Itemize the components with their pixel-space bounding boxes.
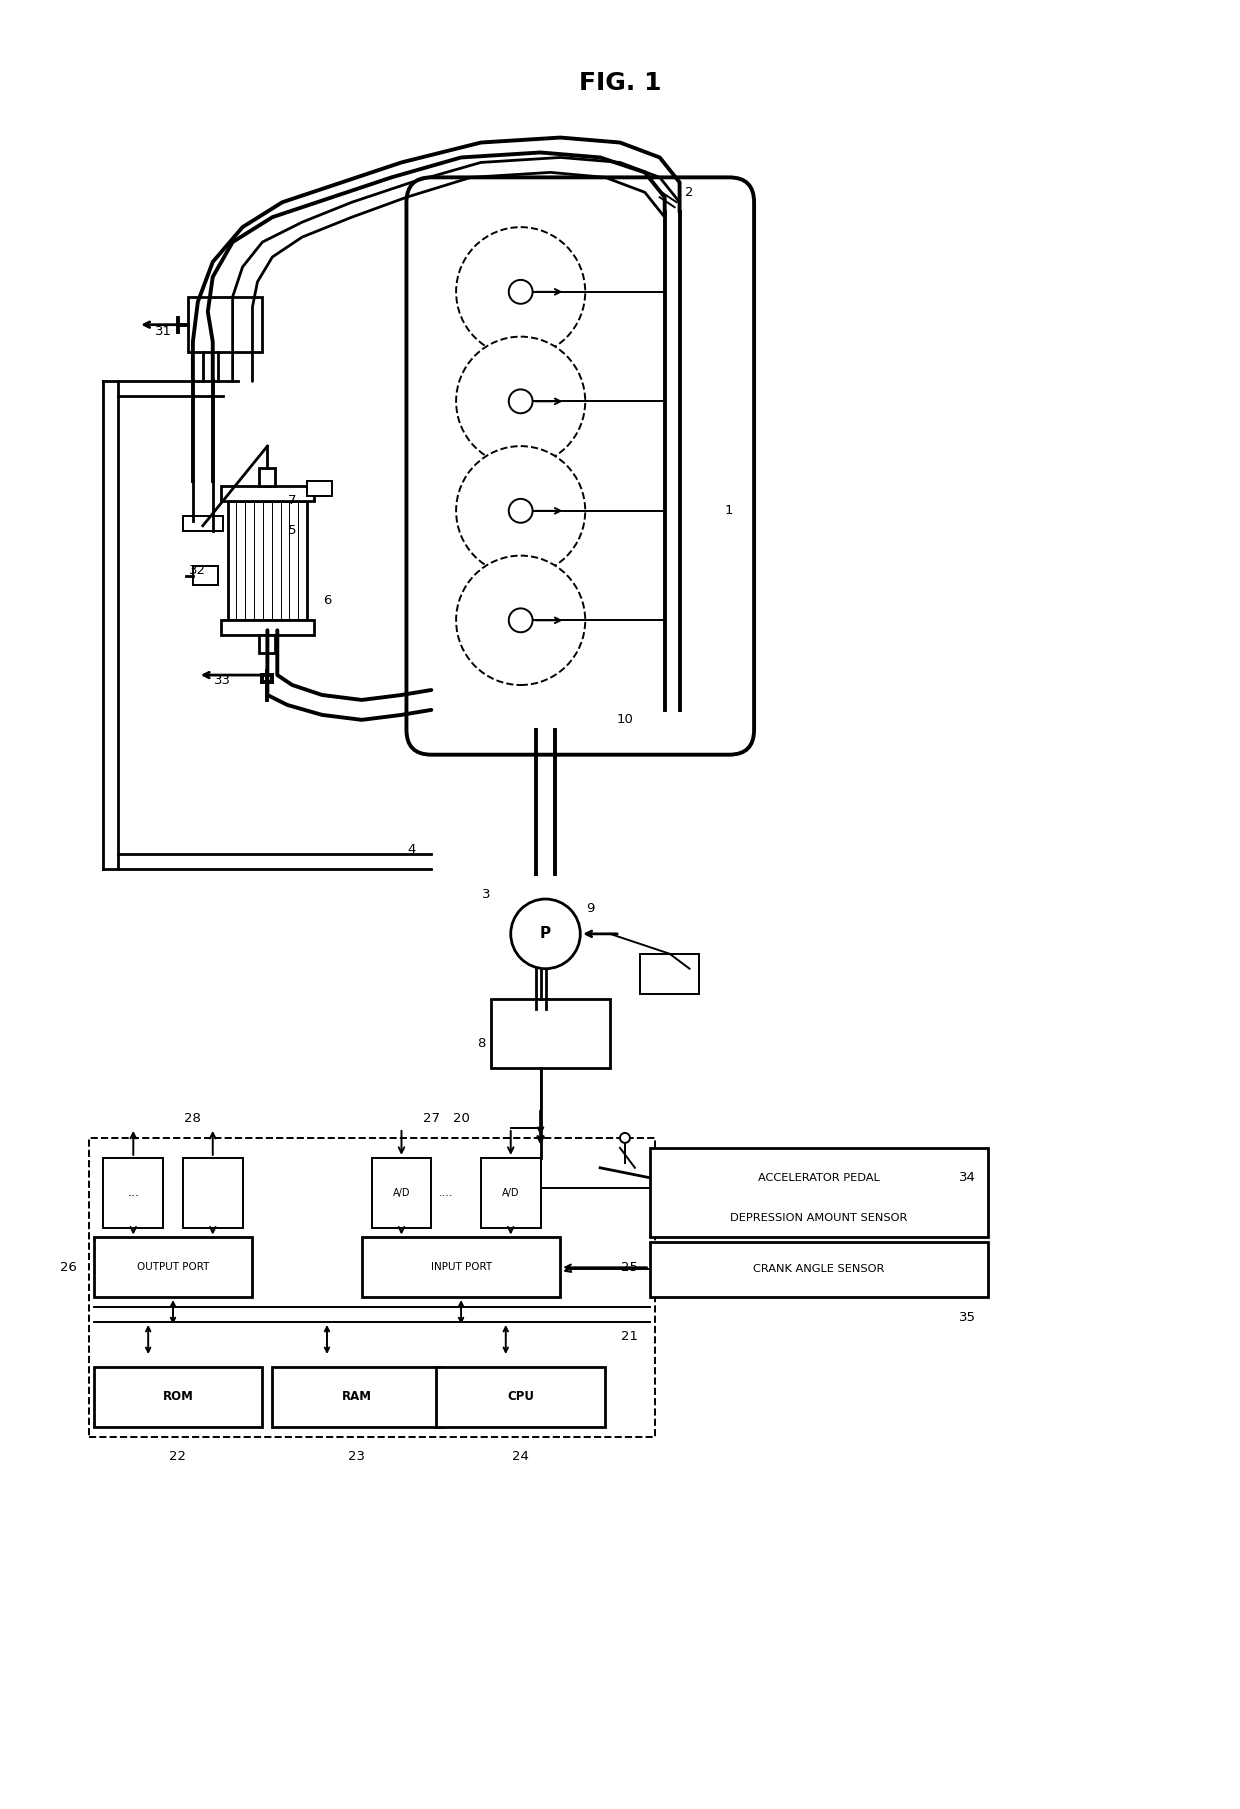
Text: ACCELERATOR PEDAL: ACCELERATOR PEDAL xyxy=(758,1172,879,1183)
Text: 34: 34 xyxy=(960,1170,976,1185)
Circle shape xyxy=(508,280,533,304)
Text: CRANK ANGLE SENSOR: CRANK ANGLE SENSOR xyxy=(753,1264,884,1274)
FancyBboxPatch shape xyxy=(193,566,218,586)
FancyBboxPatch shape xyxy=(221,620,314,635)
Text: 4: 4 xyxy=(407,843,415,856)
Circle shape xyxy=(508,608,533,633)
FancyBboxPatch shape xyxy=(650,1149,987,1237)
Text: 10: 10 xyxy=(616,713,634,727)
FancyBboxPatch shape xyxy=(93,1237,253,1297)
Circle shape xyxy=(456,447,585,575)
Circle shape xyxy=(511,899,580,968)
Text: A/D: A/D xyxy=(502,1189,520,1198)
FancyBboxPatch shape xyxy=(228,501,308,620)
FancyBboxPatch shape xyxy=(88,1138,655,1436)
Text: 33: 33 xyxy=(215,673,231,687)
Text: DEPRESSION AMOUNT SENSOR: DEPRESSION AMOUNT SENSOR xyxy=(730,1212,908,1223)
Text: 7: 7 xyxy=(288,494,296,507)
FancyBboxPatch shape xyxy=(308,481,332,496)
FancyBboxPatch shape xyxy=(650,1243,987,1297)
Text: ...: ... xyxy=(128,1187,139,1199)
FancyBboxPatch shape xyxy=(184,1158,243,1228)
Text: A/D: A/D xyxy=(393,1189,410,1198)
FancyBboxPatch shape xyxy=(259,635,275,653)
Text: 3: 3 xyxy=(481,888,490,901)
Text: 28: 28 xyxy=(185,1111,201,1125)
FancyBboxPatch shape xyxy=(273,1368,441,1427)
Text: ....: .... xyxy=(439,1189,454,1198)
FancyBboxPatch shape xyxy=(184,516,223,530)
FancyBboxPatch shape xyxy=(491,999,610,1069)
Text: 26: 26 xyxy=(61,1261,77,1274)
Text: 1: 1 xyxy=(725,505,734,517)
Text: 2: 2 xyxy=(686,186,693,199)
Circle shape xyxy=(508,389,533,412)
Text: FIG. 1: FIG. 1 xyxy=(579,71,661,94)
Text: 27: 27 xyxy=(423,1111,440,1125)
FancyBboxPatch shape xyxy=(362,1237,560,1297)
Text: OUTPUT PORT: OUTPUT PORT xyxy=(136,1263,210,1272)
Circle shape xyxy=(456,336,585,467)
FancyBboxPatch shape xyxy=(93,1368,263,1427)
Text: 23: 23 xyxy=(348,1451,366,1463)
Circle shape xyxy=(456,555,585,686)
Text: 35: 35 xyxy=(960,1310,976,1324)
Text: 21: 21 xyxy=(621,1330,639,1344)
Text: 31: 31 xyxy=(155,326,171,338)
FancyBboxPatch shape xyxy=(640,953,699,993)
Text: 5: 5 xyxy=(288,525,296,537)
Text: 9: 9 xyxy=(587,903,594,915)
Circle shape xyxy=(620,1132,630,1143)
Text: 8: 8 xyxy=(476,1037,485,1049)
Text: 32: 32 xyxy=(190,564,206,577)
FancyBboxPatch shape xyxy=(259,469,275,487)
Text: CPU: CPU xyxy=(507,1391,534,1404)
FancyBboxPatch shape xyxy=(221,487,314,501)
FancyBboxPatch shape xyxy=(372,1158,432,1228)
FancyBboxPatch shape xyxy=(407,177,754,754)
Text: P: P xyxy=(539,926,551,941)
FancyBboxPatch shape xyxy=(103,1158,164,1228)
Text: 6: 6 xyxy=(322,593,331,606)
FancyBboxPatch shape xyxy=(481,1158,541,1228)
Text: 25: 25 xyxy=(621,1261,639,1274)
FancyBboxPatch shape xyxy=(436,1368,605,1427)
Circle shape xyxy=(456,228,585,356)
Text: RAM: RAM xyxy=(342,1391,372,1404)
Text: 22: 22 xyxy=(170,1451,186,1463)
Circle shape xyxy=(508,499,533,523)
FancyBboxPatch shape xyxy=(188,297,263,351)
Text: ROM: ROM xyxy=(162,1391,193,1404)
Text: INPUT PORT: INPUT PORT xyxy=(430,1263,491,1272)
Text: 20: 20 xyxy=(453,1111,470,1125)
Text: 24: 24 xyxy=(512,1451,529,1463)
